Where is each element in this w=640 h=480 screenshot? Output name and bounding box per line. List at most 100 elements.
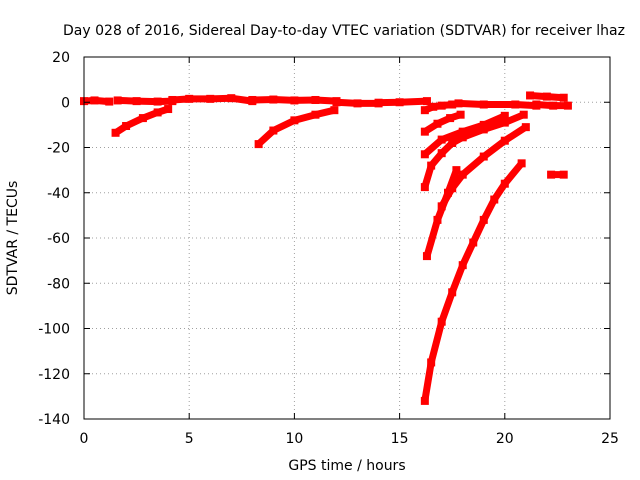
data-point	[113, 96, 122, 105]
data-point	[479, 125, 488, 134]
data-point	[437, 149, 446, 158]
data-point	[490, 195, 499, 204]
data-point	[290, 96, 299, 105]
data-point	[90, 96, 99, 105]
data-point	[185, 94, 194, 103]
y-tick-label: 0	[61, 95, 70, 111]
data-point	[448, 288, 457, 297]
data-point	[454, 99, 463, 108]
data-point	[437, 101, 446, 110]
series-layer	[80, 91, 572, 405]
data-point	[479, 120, 488, 129]
data-point	[448, 100, 457, 109]
data-point	[422, 97, 431, 106]
series-s9	[420, 100, 457, 115]
data-point	[479, 152, 488, 161]
series-s8	[254, 106, 339, 149]
series-s4	[248, 95, 341, 106]
series-s7	[111, 105, 173, 137]
y-tick-label: -80	[47, 276, 70, 292]
data-point	[374, 98, 383, 107]
data-point	[519, 110, 528, 119]
x-tick-label: 0	[80, 431, 89, 447]
data-point	[452, 166, 461, 175]
data-point	[420, 127, 429, 136]
data-point	[559, 93, 568, 102]
data-point	[511, 100, 520, 109]
x-axis-label: GPS time / hours	[288, 458, 405, 474]
data-point	[542, 92, 551, 101]
data-point	[290, 116, 299, 125]
data-point	[122, 122, 131, 131]
y-tick-label: -120	[38, 367, 70, 383]
data-point	[500, 118, 509, 127]
series-line	[117, 96, 173, 106]
data-point	[153, 97, 162, 106]
data-point	[433, 215, 442, 224]
data-point	[269, 126, 278, 135]
data-point	[420, 150, 429, 159]
data-point	[479, 100, 488, 109]
series-s15	[420, 110, 528, 192]
series-s11	[526, 91, 568, 102]
data-point	[422, 252, 431, 261]
data-point	[248, 95, 257, 104]
data-point	[458, 133, 467, 142]
series-s3	[168, 94, 257, 106]
series-s17	[437, 123, 530, 211]
series-s6	[374, 97, 431, 107]
series-s2	[113, 96, 177, 106]
data-point	[549, 101, 558, 110]
data-point	[458, 261, 467, 270]
series-line	[458, 99, 537, 110]
data-point	[456, 110, 465, 119]
data-point	[532, 100, 541, 109]
data-point	[420, 396, 429, 405]
data-point	[420, 183, 429, 192]
data-point	[206, 94, 215, 103]
series-line	[421, 161, 525, 402]
data-point	[458, 127, 467, 136]
series-line	[422, 111, 462, 135]
data-point	[269, 95, 278, 104]
series-s10	[454, 99, 541, 110]
data-point	[395, 98, 404, 107]
series-s14	[420, 111, 509, 159]
data-point	[437, 135, 446, 144]
chart-title: Day 028 of 2016, Sidereal Day-to-day VTE…	[63, 23, 625, 39]
data-point	[132, 97, 141, 106]
data-point	[427, 161, 436, 170]
data-point	[500, 111, 509, 120]
x-tick-label: 25	[601, 431, 619, 447]
data-point	[563, 101, 572, 110]
data-point	[105, 97, 114, 106]
series-s1	[80, 96, 114, 106]
data-point	[353, 99, 362, 108]
data-point	[227, 94, 236, 103]
data-point	[469, 238, 478, 247]
data-point	[164, 105, 173, 114]
data-point	[330, 106, 339, 115]
y-tick-label: -60	[47, 231, 70, 247]
data-point	[311, 95, 320, 104]
data-point	[559, 170, 568, 179]
data-point	[168, 95, 177, 104]
x-tick-label: 20	[496, 431, 514, 447]
data-point	[427, 358, 436, 367]
data-point	[153, 108, 162, 117]
data-point	[448, 184, 457, 193]
data-point	[547, 170, 556, 179]
series-line	[423, 101, 453, 114]
data-point	[448, 138, 457, 147]
x-tick-label: 15	[391, 431, 409, 447]
y-tick-label: -100	[38, 322, 70, 338]
y-tick-label: 20	[52, 50, 70, 66]
ticks: 0 5 10 15 20 25 20 0 -20 -40 -60 -80 -100 -120 -140	[38, 50, 619, 447]
y-tick-label: -20	[47, 141, 70, 157]
data-point	[138, 114, 147, 123]
data-point	[500, 179, 509, 188]
series-s19	[547, 170, 568, 179]
data-point	[500, 136, 509, 145]
series-s13	[420, 110, 465, 136]
